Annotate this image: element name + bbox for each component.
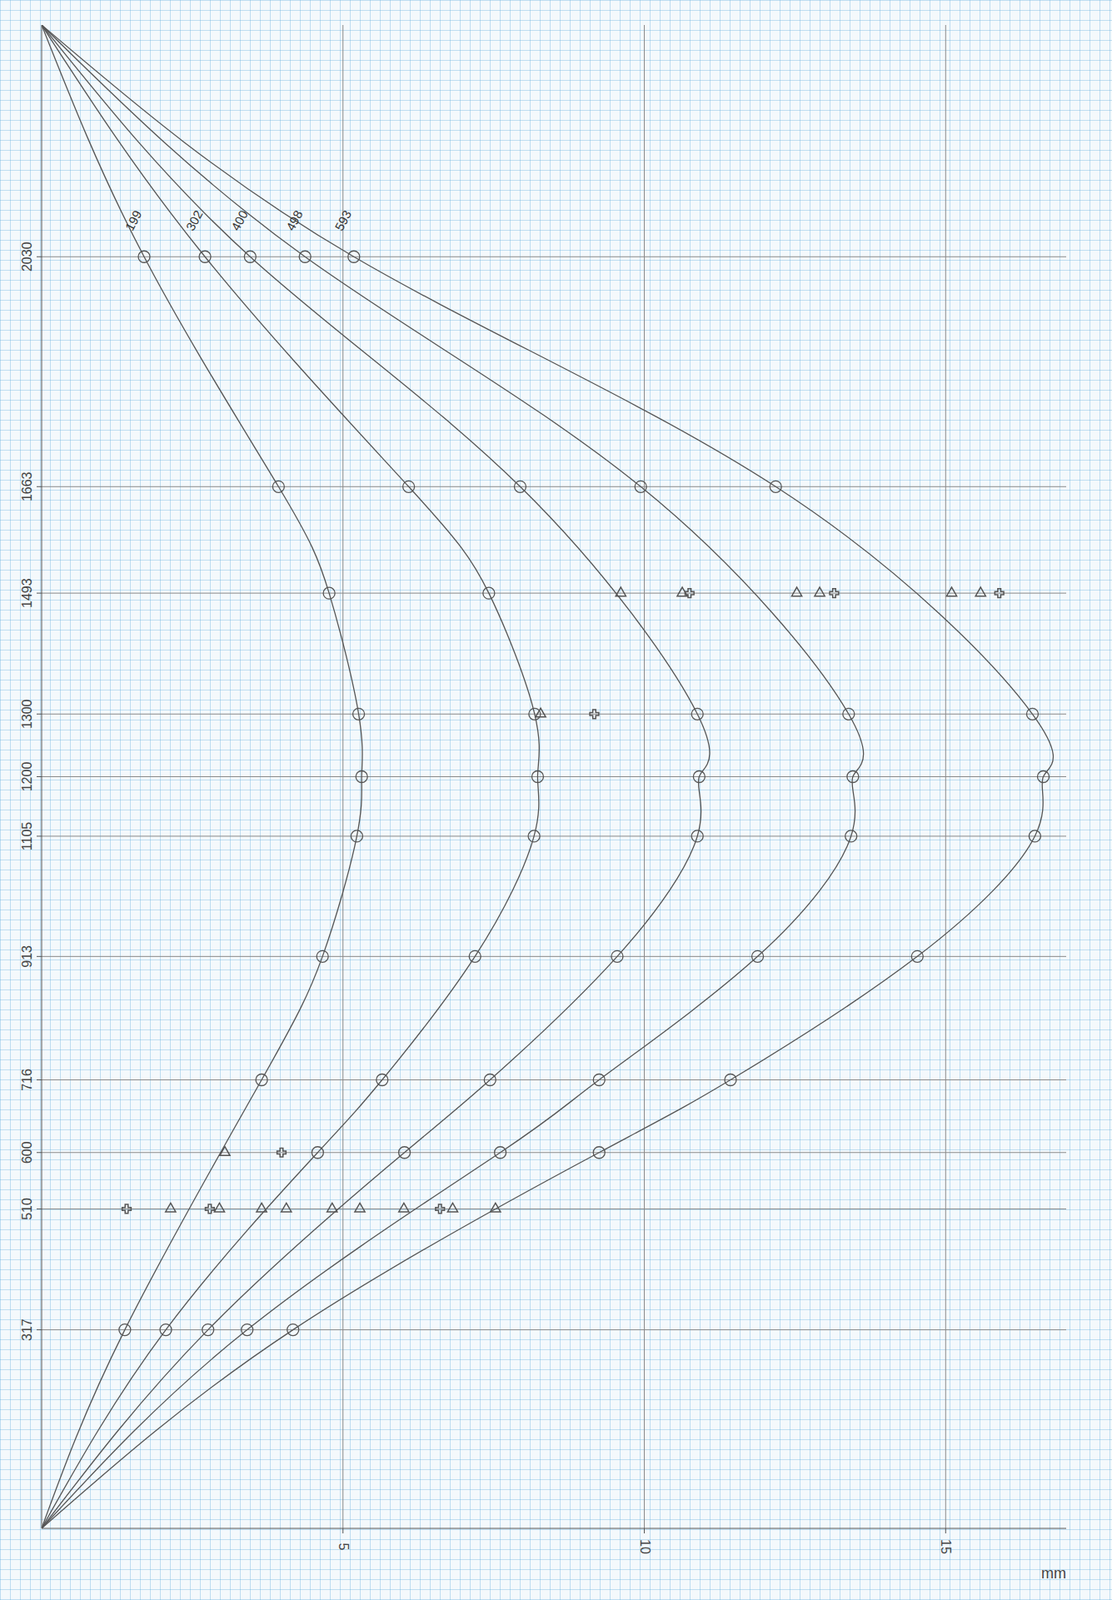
svg-text:5: 5 [336, 1543, 351, 1551]
svg-text:15: 15 [938, 1539, 953, 1555]
svg-text:913: 913 [19, 945, 35, 968]
svg-text:1200: 1200 [19, 762, 35, 793]
svg-text:302: 302 [183, 208, 206, 234]
svg-text:199: 199 [122, 208, 145, 234]
svg-text:mm: mm [1041, 1565, 1067, 1582]
svg-text:716: 716 [19, 1068, 35, 1092]
svg-text:1663: 1663 [19, 471, 35, 502]
svg-text:600: 600 [19, 1141, 35, 1164]
svg-text:1493: 1493 [19, 578, 35, 609]
svg-text:498: 498 [283, 208, 306, 234]
svg-text:317: 317 [19, 1318, 35, 1342]
svg-text:593: 593 [331, 208, 355, 234]
svg-text:2030: 2030 [19, 241, 35, 272]
svg-text:1300: 1300 [19, 698, 35, 729]
svg-text:510: 510 [19, 1197, 35, 1221]
svg-text:10: 10 [638, 1539, 653, 1555]
svg-text:400: 400 [228, 208, 251, 234]
svg-text:1105: 1105 [19, 822, 35, 852]
